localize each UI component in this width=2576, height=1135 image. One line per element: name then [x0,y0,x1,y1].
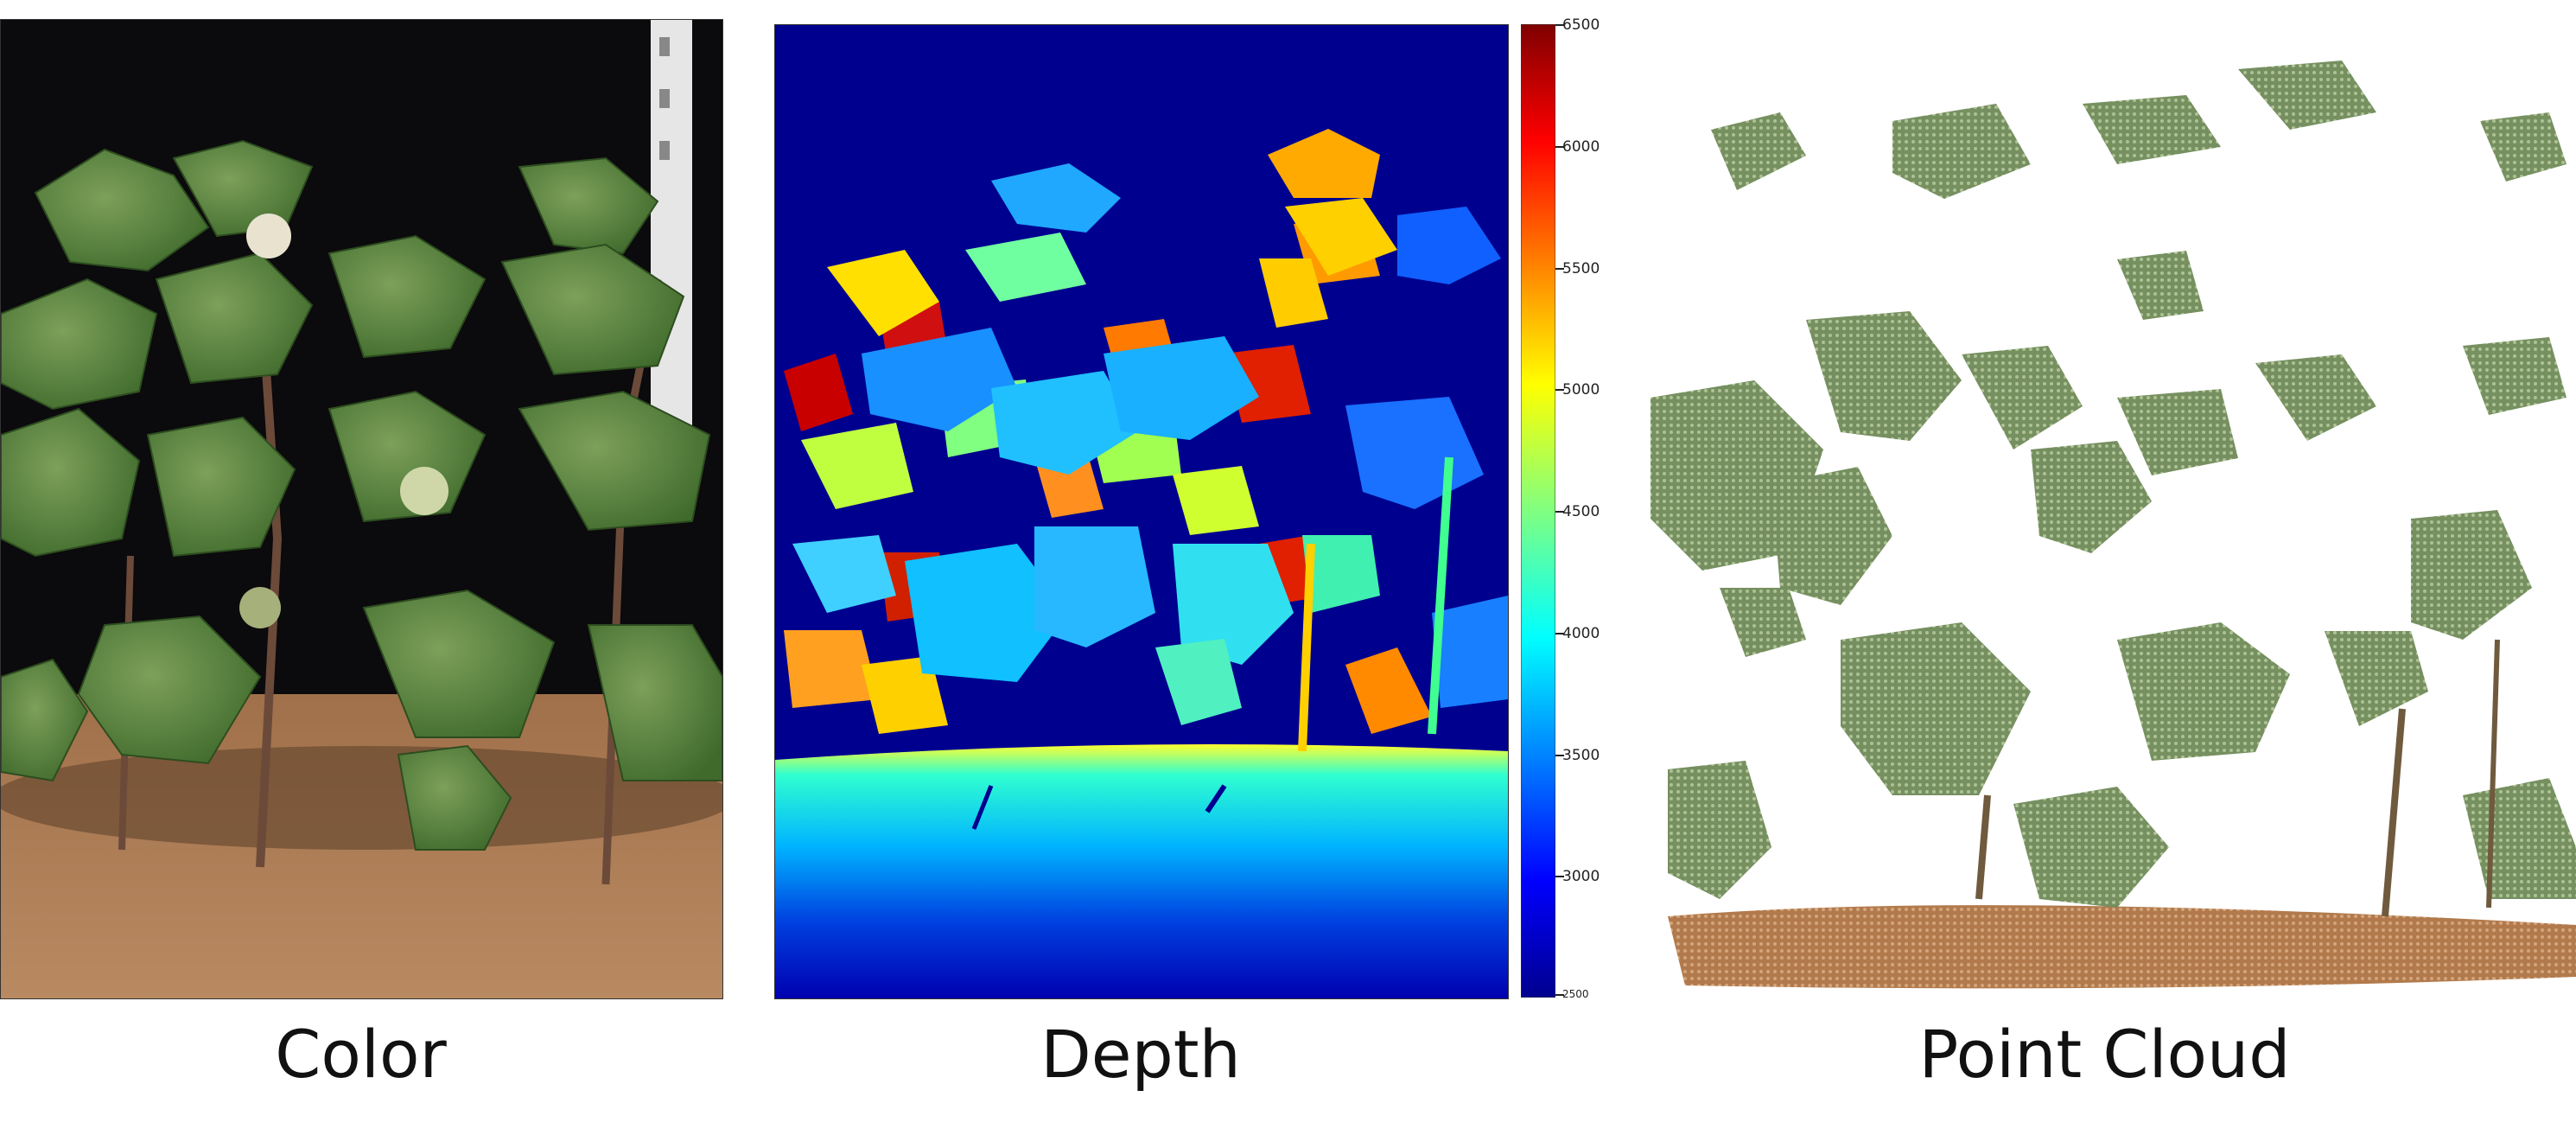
color-image [0,19,723,999]
colorbar-tick: 6500 [1562,16,1600,34]
point-cloud-image [1633,35,2576,1011]
colorbar-tick: 4000 [1562,625,1600,642]
cotton-plant-photo [1,20,722,998]
caption-color: Color [275,1016,447,1093]
depth-colorbar [1521,24,1555,998]
colorbar-tick: 5500 [1562,260,1600,277]
colorbar-tick: 2500 [1562,988,1589,1000]
colorbar-tick: 3500 [1562,747,1600,764]
caption-depth: Depth [1040,1016,1241,1093]
caption-point-cloud: Point Cloud [1918,1016,2291,1093]
point-cloud-render [1633,35,2576,1011]
colorbar-tick: 6000 [1562,138,1600,156]
depth-map [774,24,1509,999]
colorbar-tick: 3000 [1562,868,1600,885]
colorbar-tick: 5000 [1562,381,1600,399]
colorbar-tick: 4500 [1562,503,1600,520]
depth-heatmap [775,25,1508,998]
